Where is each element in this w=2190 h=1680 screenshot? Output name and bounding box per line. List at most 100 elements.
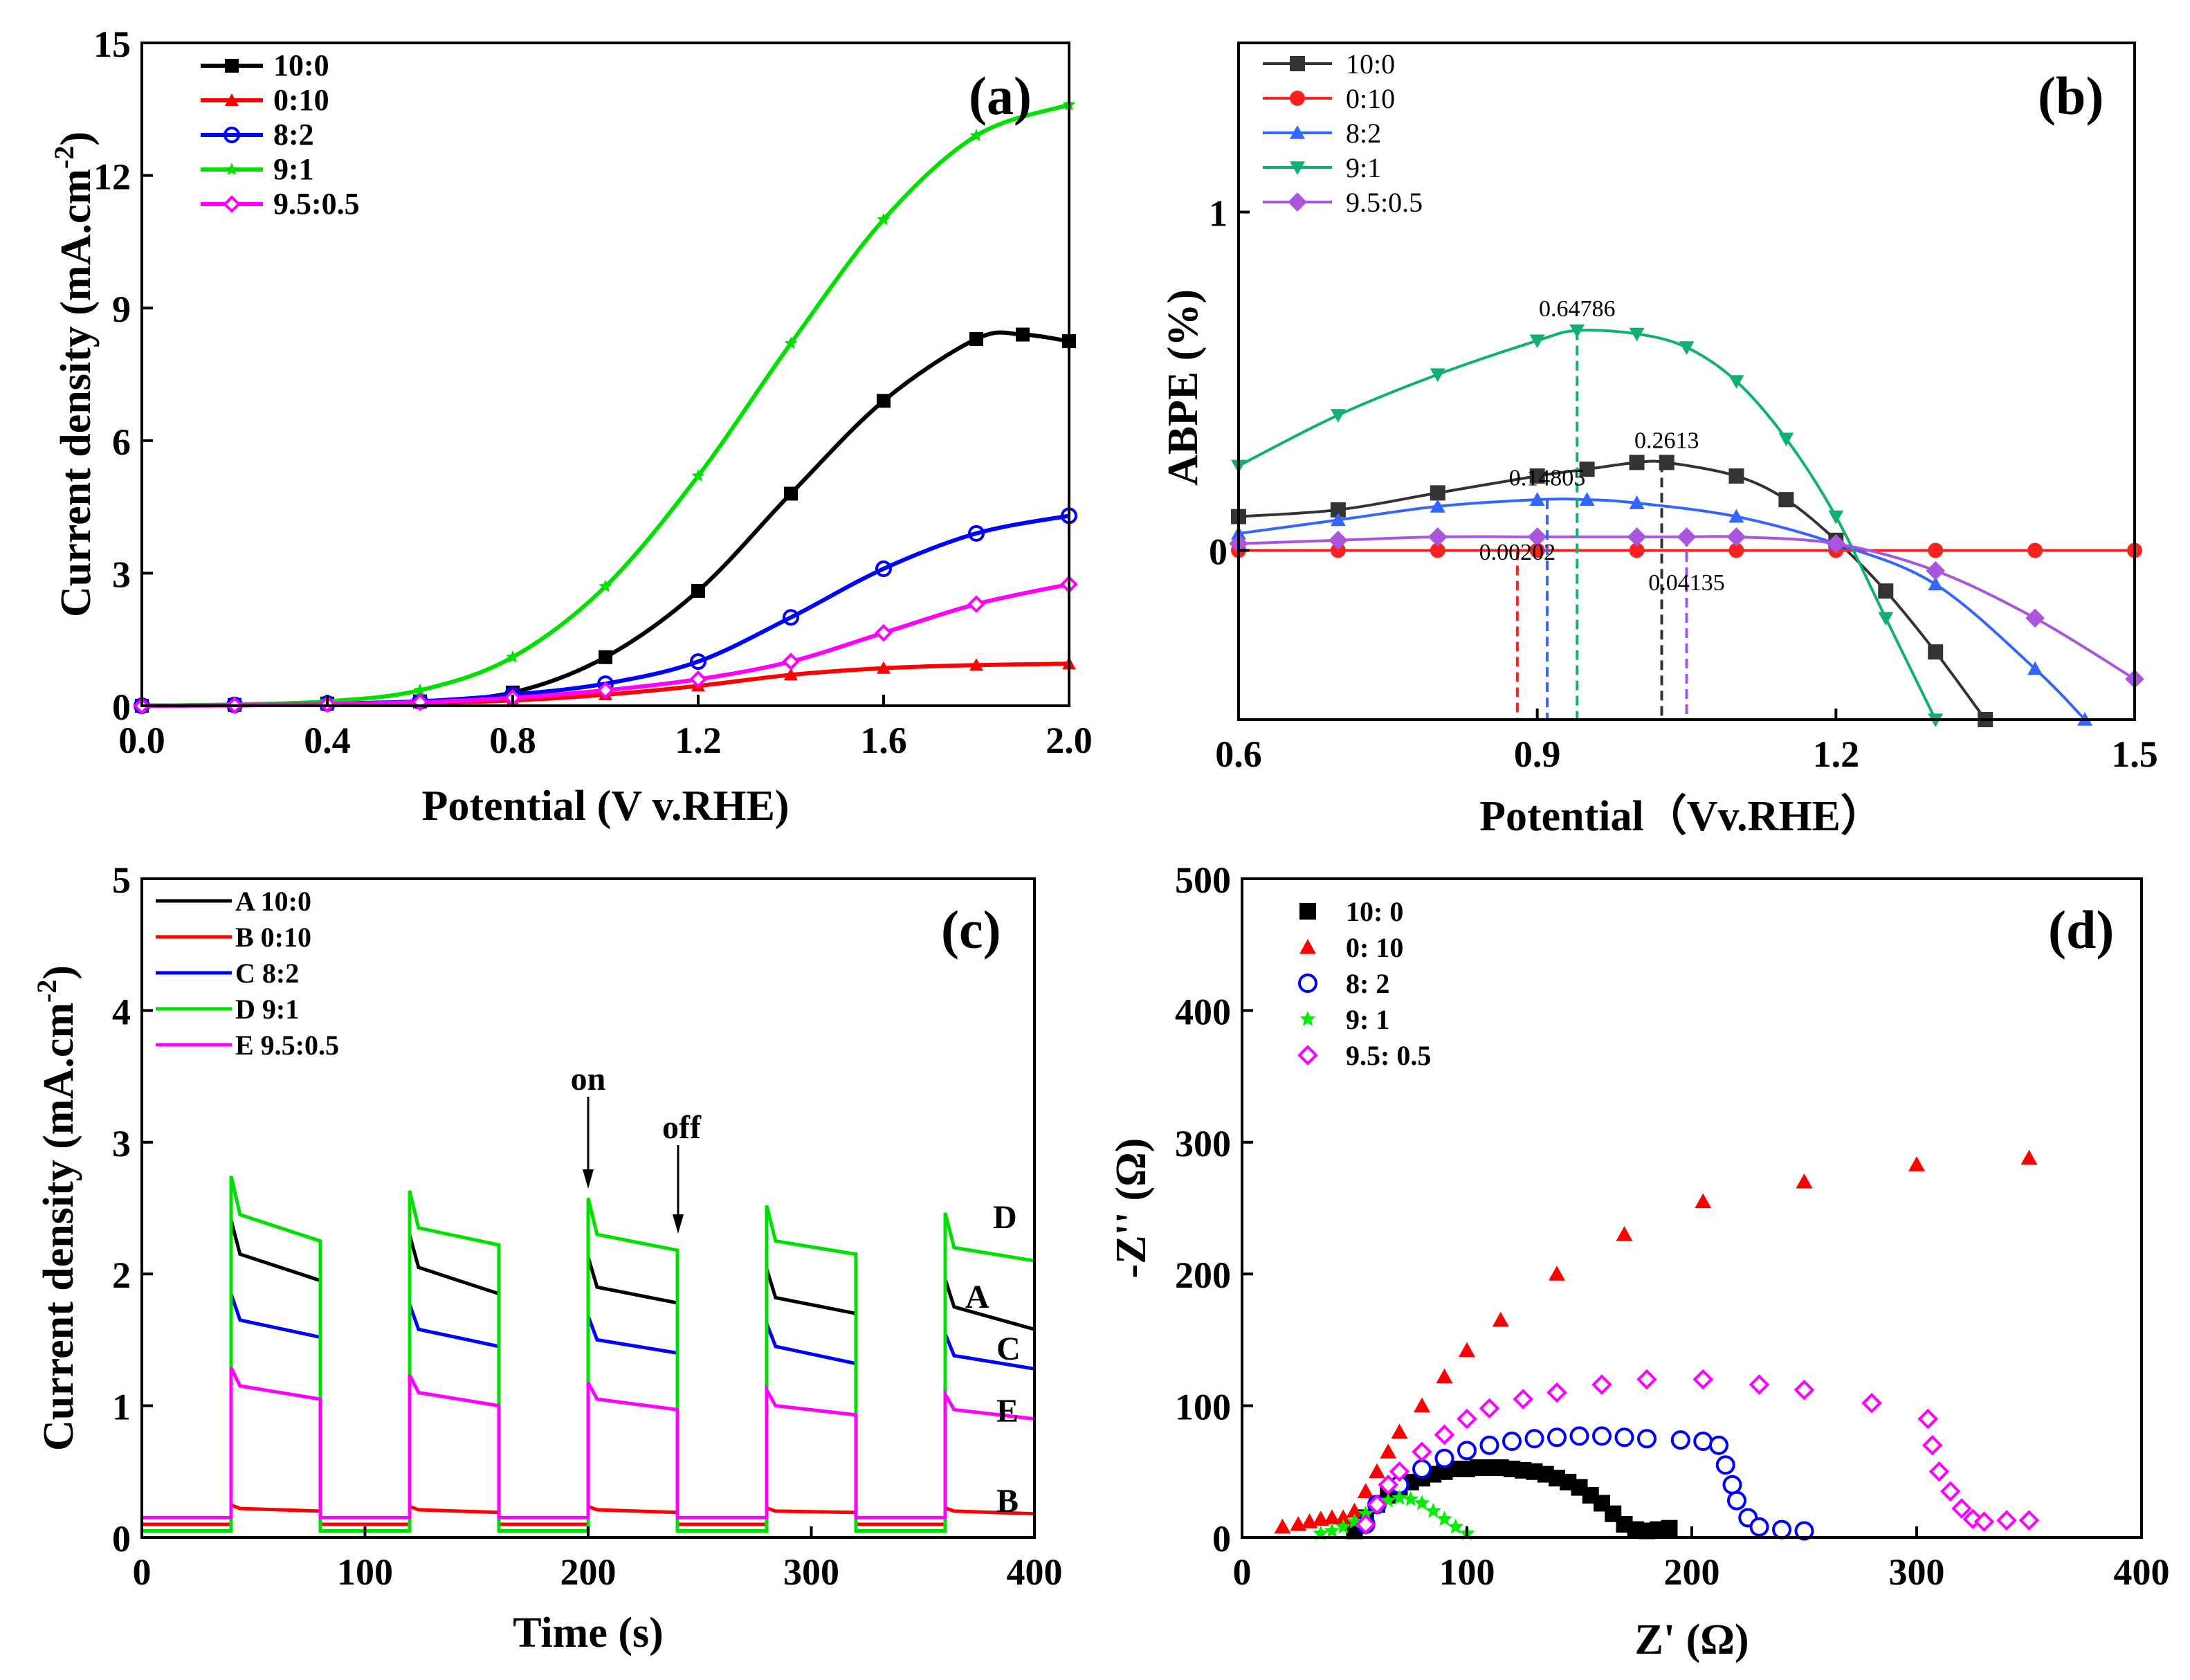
panel-b-series-point-4 bbox=[1427, 527, 1448, 547]
panel-b-series-point-4 bbox=[1527, 527, 1547, 547]
panel-a-y-axis-label-close: ) bbox=[53, 131, 100, 146]
panel-b-series-point-2 bbox=[1928, 576, 1944, 591]
panel-b-series-point-2 bbox=[1430, 498, 1445, 513]
panel-d-series-point-3 bbox=[1436, 1510, 1452, 1526]
panel-a-series-point-1 bbox=[877, 661, 891, 674]
panel-a-series-line-0 bbox=[141, 330, 1070, 708]
panel-b: 0.64786 0.2613 0.14805 0.00202 0.04135 (b) 0… bbox=[1160, 42, 2158, 840]
panel-a-series-point-2 bbox=[690, 653, 706, 670]
panel-a-y-tick-label: 9 bbox=[112, 289, 131, 330]
panel-b-series-point-0 bbox=[1728, 468, 1744, 484]
panel-a-legend-marker-1 bbox=[225, 93, 239, 106]
panel-c-series-line-3 bbox=[142, 1175, 1035, 1533]
panel-d-series-point-4 bbox=[1355, 1514, 1376, 1535]
panel-a-legend-marker-0 bbox=[225, 59, 239, 73]
panel-a-series-point-3 bbox=[969, 129, 983, 142]
panel-c-label: (c) bbox=[941, 900, 1001, 960]
panel-a-x-axis-label: Potential (V v.RHE) bbox=[422, 783, 790, 830]
panel-a-series-point-1 bbox=[784, 668, 798, 681]
panel-b-series-point-1 bbox=[2027, 542, 2043, 558]
panel-b-series-point-1 bbox=[1728, 542, 1744, 558]
panel-a-series-point-0 bbox=[599, 650, 612, 664]
panel-d-series-point-4 bbox=[1692, 1369, 1714, 1390]
panel-a-series-point-0 bbox=[1016, 327, 1030, 342]
panel-a-series-point-0 bbox=[969, 331, 983, 346]
panel-b-series-point-3 bbox=[1629, 327, 1645, 342]
panel-d-y-tick-label: 500 bbox=[1175, 859, 1231, 901]
panel-a-series-point-3 bbox=[506, 650, 520, 663]
panel-b-series-line-3 bbox=[1238, 329, 1937, 720]
panel-d-series-point-2 bbox=[1722, 1474, 1742, 1495]
panel-d-series-point-1 bbox=[1274, 1518, 1291, 1534]
panel-d-series-point-2 bbox=[1614, 1427, 1634, 1448]
panel-a-series-point-2 bbox=[783, 609, 799, 626]
panel-a-series-point-2 bbox=[875, 560, 892, 578]
panel-d-series-point-2 bbox=[1772, 1519, 1791, 1540]
panel-a-series-point-4 bbox=[596, 681, 614, 700]
panel-b-legend-marker-2 bbox=[1290, 125, 1305, 139]
panel-c-legend-label-4: E 9.5:0.5 bbox=[235, 1030, 339, 1061]
panel-a-x-tick-label: 1.2 bbox=[675, 720, 722, 761]
panel-c-y-tick-label: 0 bbox=[112, 1518, 131, 1560]
panel-c-y-tick-label: 3 bbox=[112, 1123, 131, 1165]
panel-c-x-tick-label: 100 bbox=[337, 1551, 393, 1593]
panel-b-x-axis-label: Potential（Vv.RHE） bbox=[1479, 792, 1883, 840]
panel-b-annotation-2: 0.14805 bbox=[1509, 465, 1586, 491]
panel-c-curve-label-3: E bbox=[996, 1393, 1019, 1430]
panel-c-curve-label-2: C bbox=[996, 1331, 1021, 1367]
panel-b-legend-marker-0 bbox=[1290, 56, 1305, 71]
panel-d-series-point-1 bbox=[1324, 1509, 1340, 1525]
panel-d-series-point-4 bbox=[1367, 1494, 1387, 1515]
panel-a-legend-marker-3 bbox=[225, 163, 239, 176]
panel-d-y-tick-label: 0 bbox=[1212, 1518, 1231, 1560]
panel-d-series-point-2 bbox=[1412, 1459, 1432, 1479]
panel-a-series-point-4 bbox=[875, 623, 893, 642]
panel-d-series-point-4 bbox=[1794, 1379, 1815, 1400]
panel-d-series-point-3 bbox=[1324, 1522, 1340, 1538]
panel-b-label: (b) bbox=[2038, 66, 2104, 126]
panel-d-x-tick-label: 400 bbox=[2114, 1551, 2170, 1593]
panel-d-series-point-4 bbox=[1457, 1408, 1477, 1430]
panel-c-off-label: off bbox=[662, 1109, 702, 1146]
panel-d-series-point-4 bbox=[1922, 1434, 1943, 1456]
panel-d-series-point-3 bbox=[1425, 1502, 1441, 1518]
panel-a-series-point-3 bbox=[784, 336, 798, 349]
panel-d-series-point-4 bbox=[1434, 1424, 1455, 1445]
panel-b-series-point-0 bbox=[1430, 485, 1445, 501]
panel-c-ticks: 0 100 200 300 400 0 1 2 3 4 5 bbox=[112, 859, 1063, 1593]
panel-d-series-point-4 bbox=[1917, 1408, 1939, 1430]
panel-b-series-point-0 bbox=[1778, 492, 1794, 508]
panel-d-legend-label-2: 8: 2 bbox=[1346, 968, 1389, 999]
panel-a-y-tick-label: 15 bbox=[93, 24, 131, 65]
panel-d-series-point-1 bbox=[1908, 1156, 1925, 1171]
panel-a-y-axis-label-sup: -2 bbox=[48, 146, 80, 169]
panel-d-series-point-4 bbox=[1973, 1511, 1995, 1532]
panel-b-series-point-2 bbox=[1728, 509, 1744, 523]
panel-c-x-tick-label: 300 bbox=[783, 1551, 839, 1593]
panel-d-series-point-1 bbox=[1380, 1443, 1397, 1459]
panel-a-series-point-4 bbox=[967, 595, 985, 613]
panel-d-series-point-1 bbox=[1796, 1173, 1813, 1189]
panel-b-legend-label-0: 10:0 bbox=[1346, 48, 1395, 80]
panel-d-series-point-2 bbox=[1592, 1426, 1612, 1446]
panel-d-series-point-2 bbox=[1479, 1435, 1499, 1455]
panel-d-legend-marker-1 bbox=[1299, 939, 1316, 954]
panel-d-legend-label-1: 0: 10 bbox=[1346, 932, 1403, 963]
panel-b-series-point-4 bbox=[1726, 527, 1746, 547]
panel-a-y-tick-label: 12 bbox=[93, 156, 131, 198]
panel-d-series-point-2 bbox=[1524, 1429, 1544, 1449]
panel-b-legend-label-1: 0:10 bbox=[1346, 83, 1395, 114]
panel-d-series-point-2 bbox=[1670, 1430, 1690, 1450]
panel-d-series-point-2 bbox=[1434, 1448, 1454, 1468]
panel-a-series-point-0 bbox=[877, 394, 891, 408]
panel-b-series-point-0 bbox=[1330, 502, 1346, 518]
panel-a: (a) 0.0 0.4 0.8 1.2 1.6 2.0 0 3 6 9 12 15 10:00:108… bbox=[48, 24, 1093, 830]
panel-d-series-point-4 bbox=[1479, 1398, 1500, 1419]
panel-a-legend-label-2: 8:2 bbox=[273, 118, 314, 152]
panel-a-x-tick-label: 0.4 bbox=[304, 720, 351, 761]
panel-d-y-axis-label: -Z'' (Ω) bbox=[1108, 1138, 1155, 1279]
panel-a-ticks: 0.0 0.4 0.8 1.2 1.6 2.0 0 3 6 9 12 15 bbox=[93, 24, 1093, 761]
panel-b-series-point-4 bbox=[2025, 608, 2045, 628]
panel-b-series-point-0 bbox=[1579, 462, 1595, 477]
